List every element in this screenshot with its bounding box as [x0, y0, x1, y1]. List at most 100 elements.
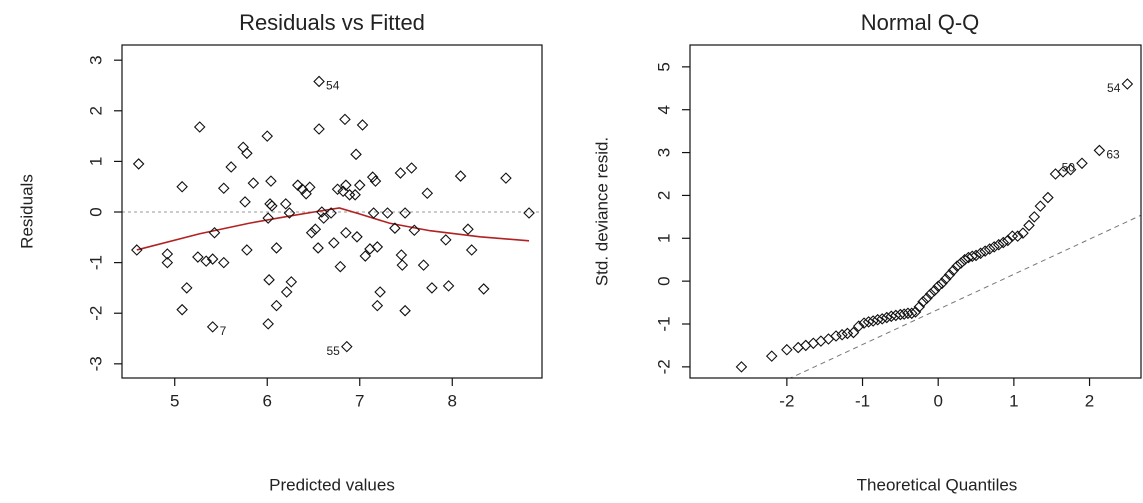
point	[1006, 230, 1019, 242]
y-tick-label: 3	[654, 148, 673, 157]
point-label: 7	[220, 324, 227, 338]
point	[237, 141, 249, 154]
point	[943, 268, 956, 281]
point	[396, 259, 409, 271]
point	[1093, 144, 1106, 157]
point	[225, 161, 237, 173]
point	[264, 198, 276, 210]
x-tick-label: -1	[855, 391, 870, 410]
point	[847, 326, 860, 339]
point	[1028, 211, 1041, 223]
x-tick-label: 0	[933, 391, 942, 410]
point	[979, 245, 991, 257]
point	[343, 189, 356, 201]
y-axis-label: Std. deviance resid.	[592, 137, 611, 286]
point-label: 55	[326, 344, 340, 358]
point-label: 54	[326, 79, 340, 93]
point	[280, 286, 293, 298]
y-tick-label: 1	[86, 157, 105, 166]
y-tick-label: 3	[86, 55, 105, 64]
point	[405, 162, 418, 174]
y-tick-label: 1	[654, 234, 673, 243]
point	[350, 148, 362, 161]
y-tick-label: -3	[86, 356, 105, 371]
y-tick-label: -1	[654, 316, 673, 331]
point	[1002, 234, 1014, 247]
point	[217, 256, 230, 269]
x-tick-label: 1	[1009, 391, 1018, 410]
point	[331, 183, 344, 196]
point	[876, 313, 888, 325]
point	[353, 179, 366, 191]
point	[340, 179, 352, 191]
y-tick-label: 2	[654, 191, 673, 200]
y-tick-label: 0	[86, 207, 105, 216]
point	[399, 207, 411, 219]
point	[1121, 78, 1134, 90]
point	[454, 170, 467, 182]
point	[1064, 163, 1077, 176]
x-tick-label: 2	[1085, 391, 1094, 410]
point	[131, 244, 143, 256]
plot-frame	[689, 44, 1142, 379]
smooth-line	[136, 207, 530, 251]
point	[262, 212, 274, 224]
point	[1023, 219, 1035, 232]
point	[836, 328, 848, 341]
point	[1076, 157, 1088, 170]
point	[193, 121, 206, 133]
point	[867, 315, 879, 327]
plot-area	[122, 207, 542, 251]
y-tick-label: -2	[86, 306, 105, 321]
point	[913, 301, 926, 313]
point	[389, 222, 401, 234]
point	[309, 223, 322, 235]
point	[351, 231, 363, 243]
point	[477, 283, 490, 295]
point	[781, 343, 793, 356]
point	[285, 276, 298, 288]
point	[349, 189, 361, 201]
y-tick-label: 0	[654, 276, 673, 285]
point	[966, 250, 979, 263]
point	[440, 234, 452, 246]
x-tick-label: 8	[448, 391, 457, 410]
point	[208, 226, 221, 239]
x-axis-label: Theoretical Quantiles	[857, 475, 1018, 494]
point	[200, 255, 212, 267]
point	[206, 253, 219, 265]
point	[735, 361, 748, 373]
point	[1042, 191, 1054, 204]
point	[369, 175, 382, 187]
point	[852, 320, 865, 332]
point	[970, 249, 982, 262]
point	[1011, 230, 1024, 242]
point	[381, 207, 394, 219]
point	[270, 299, 283, 312]
point	[356, 119, 369, 131]
point	[924, 288, 937, 300]
point	[921, 292, 933, 305]
point	[928, 284, 941, 297]
plot-frame	[121, 44, 543, 379]
point	[1034, 200, 1047, 212]
point	[367, 207, 380, 219]
point	[206, 321, 219, 333]
point	[408, 224, 421, 237]
x-axis-label: Predicted values	[269, 475, 395, 494]
point	[339, 113, 351, 126]
point	[261, 130, 274, 142]
point	[371, 299, 384, 312]
point	[465, 244, 478, 256]
point	[997, 236, 1010, 249]
point	[442, 280, 455, 292]
point	[265, 175, 277, 187]
chart-title: Residuals vs Fitted	[239, 10, 425, 35]
point	[983, 243, 996, 255]
point	[958, 253, 971, 266]
point	[992, 238, 1005, 251]
point	[765, 350, 778, 362]
point	[241, 244, 253, 256]
y-tick-label: -2	[654, 359, 673, 374]
